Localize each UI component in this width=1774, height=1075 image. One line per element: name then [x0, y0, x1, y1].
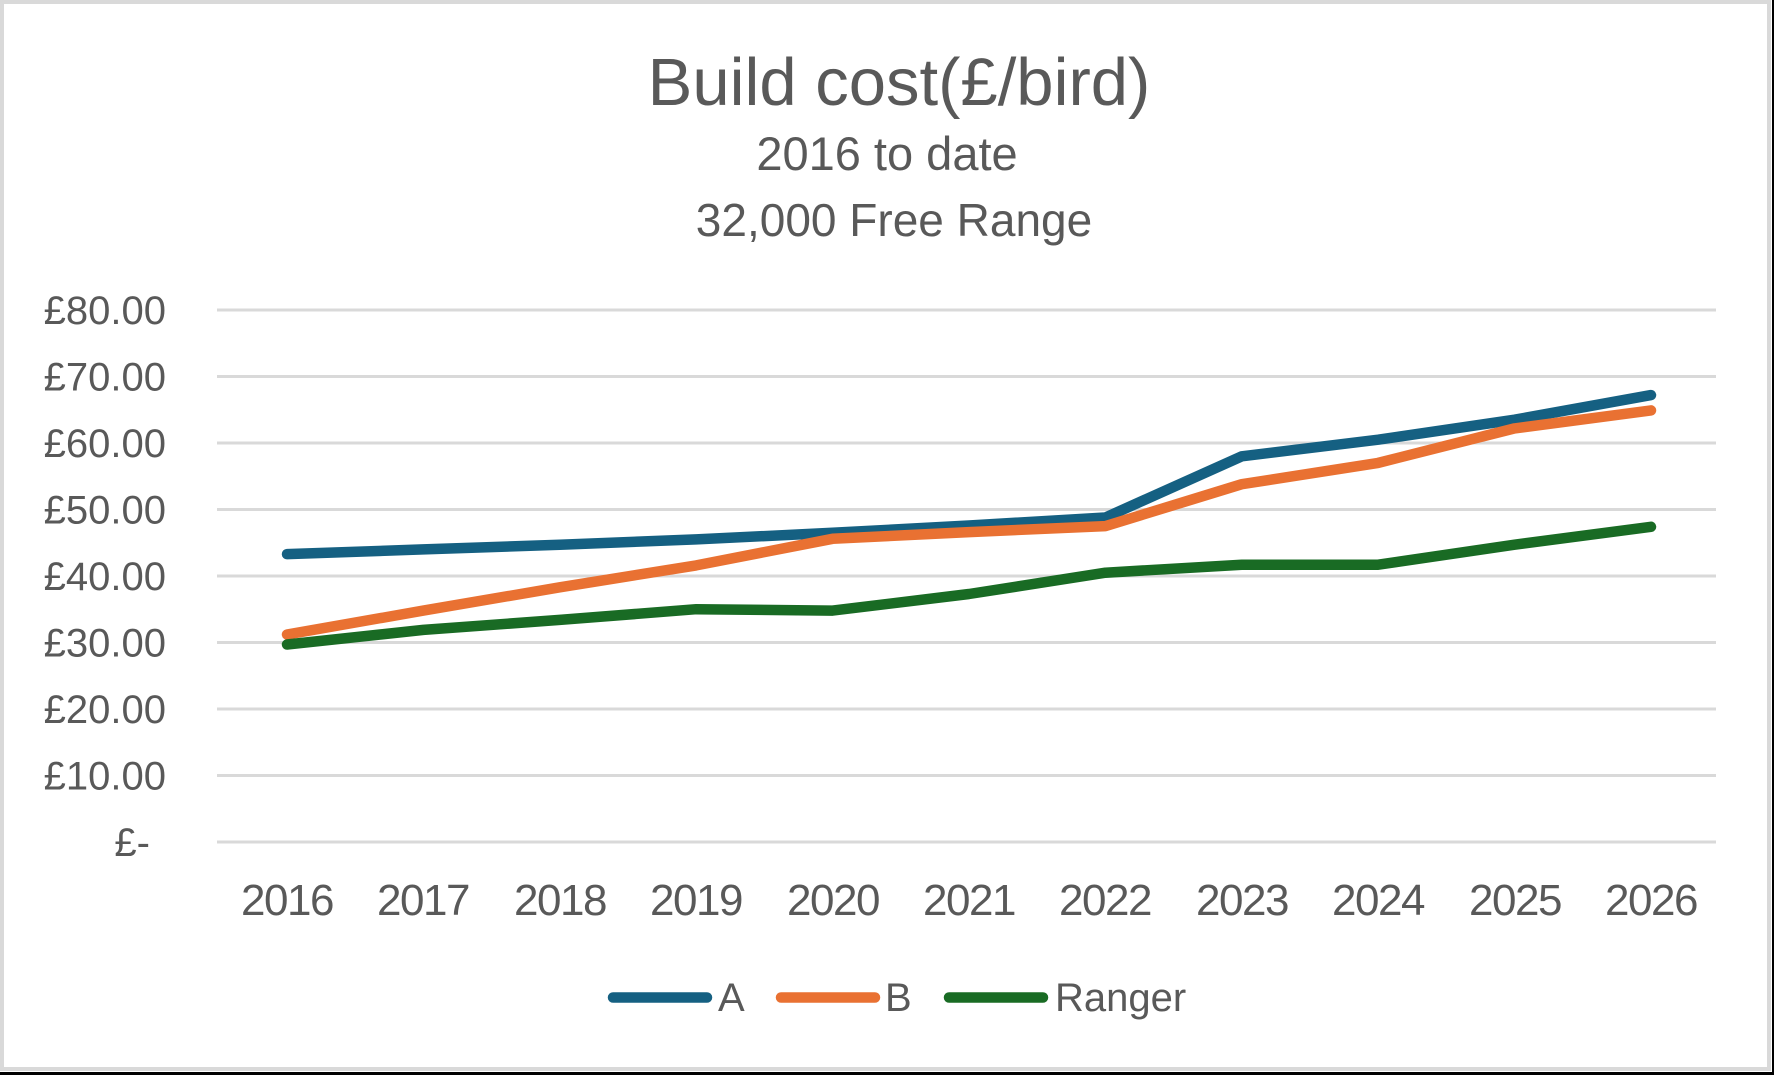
svg-text:£10.00: £10.00 — [44, 755, 166, 799]
svg-text:£-: £- — [114, 821, 150, 865]
svg-text:£40.00: £40.00 — [44, 555, 166, 599]
svg-text:£80.00: £80.00 — [44, 289, 166, 333]
svg-text:2023: 2023 — [1196, 876, 1288, 925]
svg-text:Build cost(£/bird): Build cost(£/bird) — [648, 45, 1151, 120]
svg-text:£70.00: £70.00 — [44, 356, 166, 400]
svg-text:2021: 2021 — [923, 876, 1015, 925]
svg-text:2025: 2025 — [1469, 876, 1561, 925]
svg-text:£20.00: £20.00 — [44, 688, 166, 732]
svg-text:2019: 2019 — [650, 876, 742, 925]
svg-text:2018: 2018 — [514, 876, 606, 925]
svg-text:£60.00: £60.00 — [44, 422, 166, 466]
svg-text:2024: 2024 — [1332, 876, 1425, 925]
svg-text:£50.00: £50.00 — [44, 489, 166, 533]
svg-text:2026: 2026 — [1605, 876, 1697, 925]
svg-text:£30.00: £30.00 — [44, 622, 166, 666]
svg-text:32,000 Free Range: 32,000 Free Range — [696, 194, 1092, 246]
svg-text:Ranger: Ranger — [1055, 976, 1186, 1020]
svg-text:2016 to date: 2016 to date — [756, 127, 1017, 180]
svg-text:2016: 2016 — [241, 876, 333, 925]
svg-text:2022: 2022 — [1059, 876, 1151, 925]
svg-text:2017: 2017 — [377, 876, 469, 925]
svg-text:B: B — [885, 976, 912, 1020]
svg-text:A: A — [718, 976, 745, 1020]
svg-text:2020: 2020 — [787, 876, 879, 925]
